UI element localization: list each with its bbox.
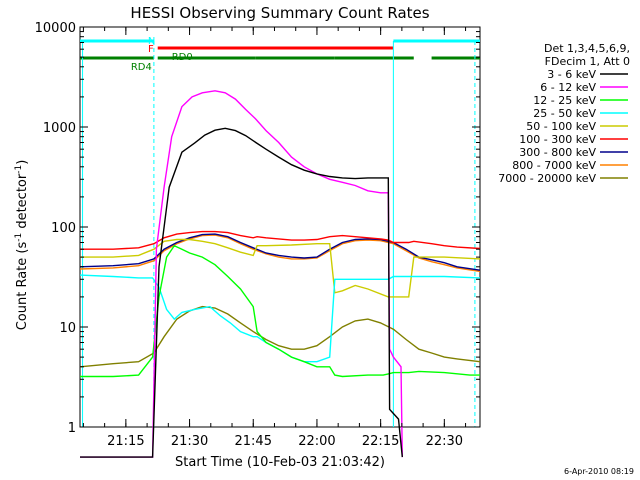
chart-title: HESSI Observing Summary Count Rates [130, 4, 429, 22]
legend-header: FDecim 1, Att 0 [545, 55, 630, 68]
x-tick-label: 22:30 [426, 434, 463, 449]
legend-label: 300 - 800 keV [519, 146, 596, 159]
series-line-12-25kev [80, 244, 480, 378]
legend-label: 6 - 12 keV [540, 81, 596, 94]
plot-frame [79, 26, 481, 428]
flag-label-rd4: RD4 [131, 62, 152, 73]
series-line-100-300kev [80, 230, 481, 250]
footer-timestamp: 6-Apr-2010 08:19 [564, 467, 634, 476]
x-tick-label: 21:30 [171, 434, 208, 449]
series-line-7000-20000kev [79, 305, 481, 368]
legend-label: 100 - 300 keV [519, 133, 596, 146]
legend-label: 7000 - 20000 keV [498, 172, 596, 185]
legend-label: 12 - 25 keV [533, 94, 596, 107]
series-line-800-7000kev [79, 234, 481, 273]
series-line-50-100kev [80, 238, 481, 298]
plot-axes [79, 26, 481, 428]
legend-label: 3 - 6 keV [547, 68, 596, 81]
x-tick-label: 21:45 [235, 434, 272, 449]
x-tick-label: 21:15 [107, 434, 144, 449]
legend-header: Det 1,3,4,5,6,9, [544, 42, 630, 55]
x-tick-label: 22:15 [362, 434, 399, 449]
legend: Det 1,3,4,5,6,9,FDecim 1, Att 03 - 6 keV… [498, 42, 630, 185]
series-line-3-6kev [80, 127, 403, 458]
axis-ticks: 1 10 100 1000 10000 21:15 21:30 21:45 22:00 22:15… [35, 21, 480, 449]
series-line-25-50kev [79, 274, 481, 363]
series-lines [79, 90, 481, 458]
y-axis-label: Count Rate (s-1 detector-1) [14, 160, 30, 331]
flag-bars: NF RD0 RD4 [80, 36, 480, 73]
series-line-300-800kev [79, 233, 481, 271]
x-axis-label: Start Time (10-Feb-03 21:03:42) [175, 455, 385, 470]
series-line-6-12kev [80, 90, 403, 458]
legend-label: 50 - 100 keV [526, 120, 596, 133]
y-tick-label: 10000 [35, 21, 76, 36]
y-tick-label: 1 [68, 421, 76, 436]
legend-label: 25 - 50 keV [533, 107, 596, 120]
legend-label: 800 - 7000 keV [512, 159, 596, 172]
flag-label-f: F [148, 44, 154, 55]
flag-label-n: N [148, 36, 155, 47]
y-tick-label: 1000 [43, 121, 76, 136]
y-tick-label: 100 [51, 221, 76, 236]
x-tick-label: 22:00 [298, 434, 335, 449]
flag-label-rd0: RD0 [172, 52, 193, 63]
time-markers [82, 41, 476, 427]
y-tick-label: 10 [59, 321, 76, 336]
